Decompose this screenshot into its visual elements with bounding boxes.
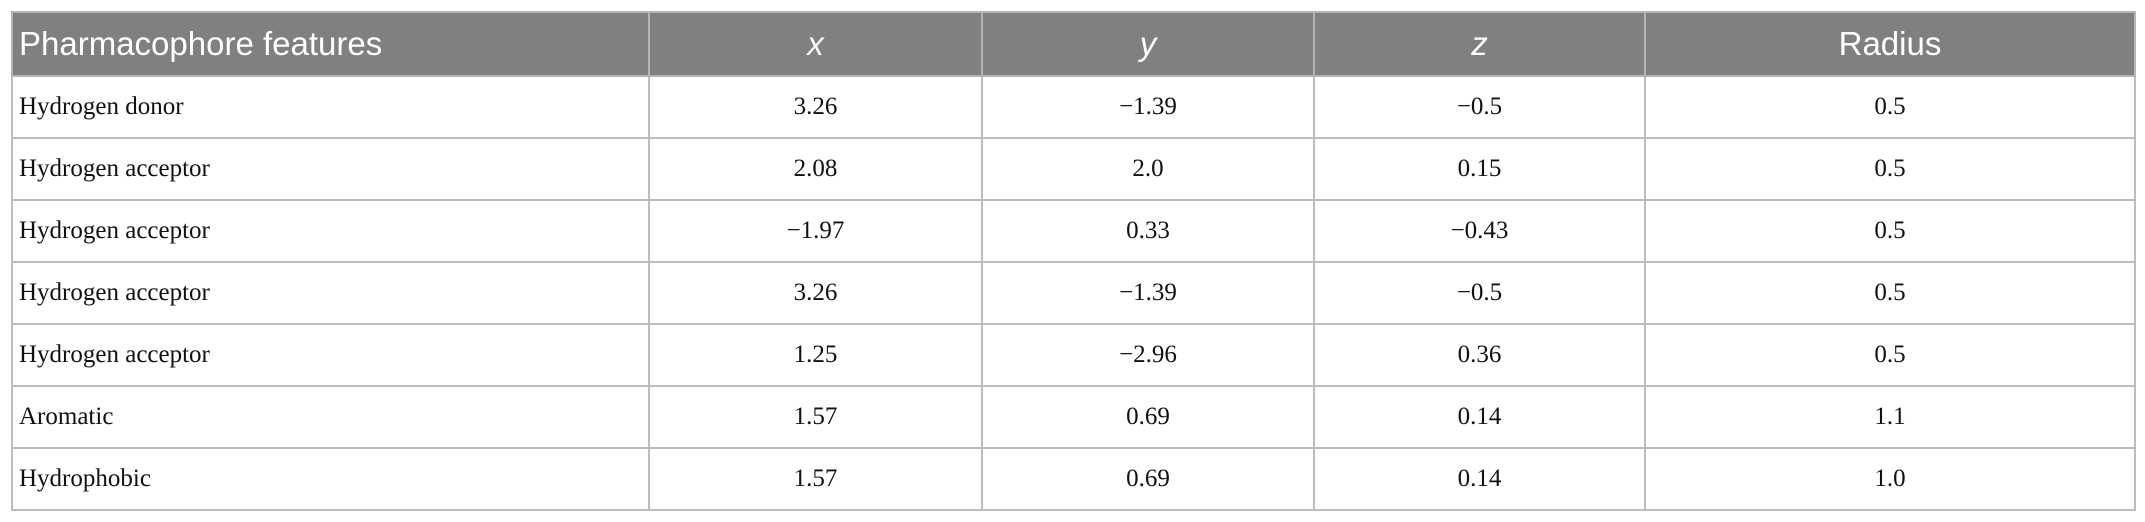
- feature-cell: Hydrogen donor: [11, 75, 650, 139]
- value-cell: 0.15: [1313, 137, 1646, 201]
- header-cell: Pharmacophore features: [11, 11, 650, 77]
- feature-cell: Hydrogen acceptor: [11, 261, 650, 325]
- value-cell: −0.43: [1313, 199, 1646, 263]
- value-cell: 2.0: [981, 137, 1315, 201]
- value-cell: 0.36: [1313, 323, 1646, 387]
- feature-cell: Hydrogen acceptor: [11, 323, 650, 387]
- value-cell: 1.57: [648, 447, 983, 511]
- value-cell: 0.5: [1644, 323, 2136, 387]
- value-cell: −1.39: [981, 261, 1315, 325]
- header-cell: Radius: [1644, 11, 2136, 77]
- table-row: Hydrogen acceptor 2.08 2.0 0.15 0.5: [11, 137, 2136, 201]
- table-row: Hydrogen donor 3.26 −1.39 −0.5 0.5: [11, 75, 2136, 139]
- value-cell: −0.5: [1313, 75, 1646, 139]
- table: Pharmacophore features x y z Radius Hydrogen…: [11, 11, 2136, 511]
- value-cell: 1.25: [648, 323, 983, 387]
- header-cell: z: [1313, 11, 1646, 77]
- feature-cell: Hydrophobic: [11, 447, 650, 511]
- value-cell: 0.5: [1644, 75, 2136, 139]
- table-row: Hydrogen acceptor 1.25 −2.96 0.36 0.5: [11, 323, 2136, 387]
- value-cell: −2.96: [981, 323, 1315, 387]
- table-header: Pharmacophore features x y z Radius: [11, 11, 2136, 77]
- feature-cell: Hydrogen acceptor: [11, 137, 650, 201]
- value-cell: −1.97: [648, 199, 983, 263]
- value-cell: 0.33: [981, 199, 1315, 263]
- table-row: Aromatic 1.57 0.69 0.14 1.1: [11, 385, 2136, 449]
- value-cell: −1.39: [981, 75, 1315, 139]
- table-row: Hydrogen acceptor −1.97 0.33 −0.43 0.5: [11, 199, 2136, 263]
- value-cell: 1.0: [1644, 447, 2136, 511]
- table-row: Hydrogen acceptor 3.26 −1.39 −0.5 0.5: [11, 261, 2136, 325]
- table-body: Hydrogen donor 3.26 −1.39 −0.5 0.5 Hydrogen a…: [11, 75, 2136, 511]
- value-cell: 0.69: [981, 447, 1315, 511]
- value-cell: 3.26: [648, 75, 983, 139]
- table-container: Pharmacophore features x y z Radius Hydrogen…: [11, 11, 2136, 511]
- value-cell: 0.5: [1644, 261, 2136, 325]
- table-row: Hydrophobic 1.57 0.69 0.14 1.0: [11, 447, 2136, 511]
- value-cell: −0.5: [1313, 261, 1646, 325]
- header-row: Pharmacophore features x y z Radius: [11, 11, 2136, 77]
- value-cell: 0.5: [1644, 199, 2136, 263]
- value-cell: 0.5: [1644, 137, 2136, 201]
- value-cell: 0.69: [981, 385, 1315, 449]
- value-cell: 1.57: [648, 385, 983, 449]
- feature-cell: Aromatic: [11, 385, 650, 449]
- value-cell: 3.26: [648, 261, 983, 325]
- header-cell: y: [981, 11, 1315, 77]
- value-cell: 2.08: [648, 137, 983, 201]
- value-cell: 1.1: [1644, 385, 2136, 449]
- feature-cell: Hydrogen acceptor: [11, 199, 650, 263]
- value-cell: 0.14: [1313, 447, 1646, 511]
- header-cell: x: [648, 11, 983, 77]
- value-cell: 0.14: [1313, 385, 1646, 449]
